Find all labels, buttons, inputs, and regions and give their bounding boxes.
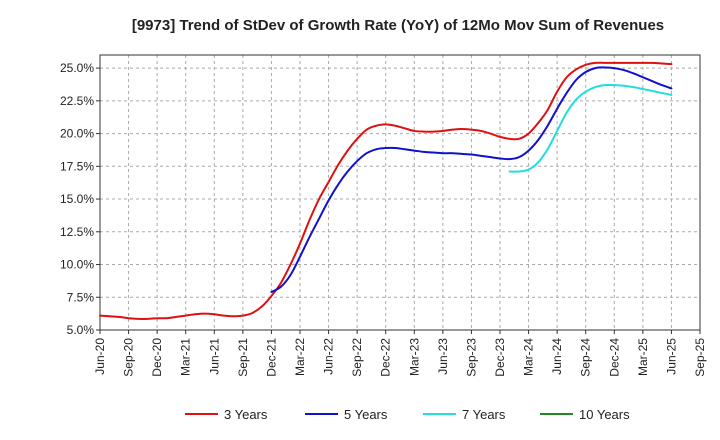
x-tick-label: Sep-24 (579, 338, 593, 377)
x-tick-label: Sep-25 (693, 338, 707, 377)
y-tick-label: 7.5% (67, 290, 95, 304)
y-tick-label: 17.5% (60, 159, 94, 173)
plot-area (100, 55, 700, 330)
x-tick-label: Sep-23 (464, 338, 478, 377)
y-tick-label: 12.5% (60, 225, 94, 239)
series-lines (99, 61, 673, 320)
grid-lines (99, 55, 701, 331)
legend-label-7-years: 7 Years (462, 407, 506, 422)
y-tick-label: 5.0% (67, 323, 95, 337)
y-tick-label: 15.0% (60, 192, 94, 206)
y-tick-label: 22.5% (60, 94, 94, 108)
x-tick-label: Jun-24 (550, 338, 564, 375)
legend-label-10-years: 10 Years (579, 407, 630, 422)
x-tick-label: Mar-22 (293, 338, 307, 376)
x-tick-label: Dec-21 (264, 338, 278, 377)
series-line-7-years (508, 83, 673, 173)
chart-title: [9973] Trend of StDev of Growth Rate (Yo… (132, 17, 664, 34)
x-tick-label: Jun-22 (322, 338, 336, 375)
legend-label-5-years: 5 Years (344, 407, 388, 422)
x-tick-label: Sep-22 (350, 338, 364, 377)
series-line-5-years (270, 66, 673, 294)
series-line-3-years (99, 61, 673, 320)
x-tick-label: Dec-23 (493, 338, 507, 377)
legend-label-3-years: 3 Years (224, 407, 268, 422)
y-tick-label: 20.0% (60, 127, 94, 141)
x-tick-label: Dec-20 (150, 338, 164, 377)
x-tick-label: Dec-24 (607, 338, 621, 377)
legend: 3 Years 5 Years 7 Years 10 Years (185, 407, 630, 422)
x-tick-label: Mar-23 (407, 338, 421, 376)
x-tick-label: Sep-20 (122, 338, 136, 377)
x-tick-label: Dec-22 (379, 338, 393, 377)
x-tick-label: Mar-21 (179, 338, 193, 376)
x-tick-label: Jun-23 (436, 338, 450, 375)
axes: 5.0% 7.5% 10.0% 12.5% 15.0% 17.5% 20.0% 22.5% 25… (60, 54, 707, 377)
x-tick-label: Jun-20 (93, 338, 107, 375)
y-tick-label: 25.0% (60, 61, 94, 75)
x-tick-label: Mar-24 (522, 338, 536, 376)
x-tick-label: Sep-21 (236, 338, 250, 377)
x-tick-label: Mar-25 (636, 338, 650, 376)
x-tick-label: Jun-25 (664, 338, 678, 375)
y-tick-label: 10.0% (60, 258, 94, 272)
x-tick-label: Jun-21 (207, 338, 221, 375)
plot-border (99, 54, 701, 331)
